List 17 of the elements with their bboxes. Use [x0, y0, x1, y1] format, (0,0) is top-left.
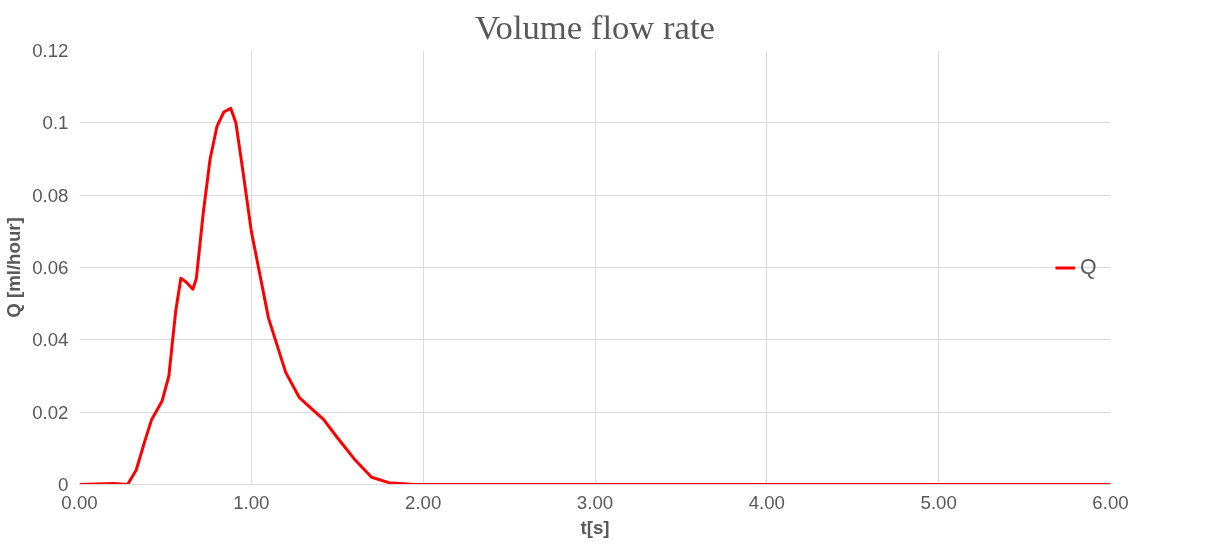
x-tick-label: 4.00	[748, 491, 785, 513]
y-tick-label: 0.08	[32, 184, 69, 206]
y-axis-title: Q [ml/hour]	[3, 217, 25, 318]
y-tick-label: 0.12	[32, 40, 69, 61]
y-tick-label: 0.1	[42, 112, 69, 134]
y-tick-label: 0.04	[32, 329, 69, 351]
x-tick-label: 2.00	[405, 491, 442, 513]
x-tick-label: 1.00	[233, 491, 270, 513]
chart-title: Volume flow rate	[475, 7, 715, 46]
x-tick-label: 3.00	[576, 491, 614, 513]
x-tick-label: 5.00	[920, 491, 957, 513]
legend-label: Q	[1080, 254, 1098, 280]
x-axis-title: t[s]	[580, 516, 610, 538]
y-tick-label: 0.06	[32, 257, 69, 278]
x-tick-label: 6.00	[1092, 491, 1129, 513]
y-tick-label: 0.02	[32, 401, 69, 423]
line-series	[79, 106, 1111, 485]
